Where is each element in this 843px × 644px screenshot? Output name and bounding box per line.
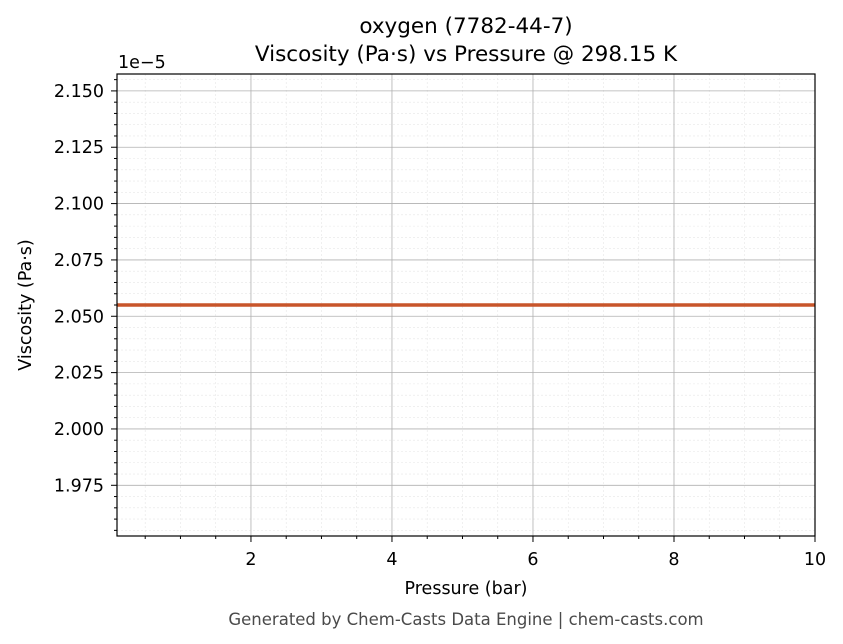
x-axis-label: Pressure (bar) — [405, 579, 528, 599]
y-tick-label: 2.125 — [54, 138, 104, 158]
x-tick-label: 4 — [386, 550, 397, 570]
x-tick-label: 2 — [245, 550, 256, 570]
x-tick-labels: 2 4 6 8 10 — [245, 550, 826, 570]
y-axis-label: Viscosity (Pa·s) — [16, 239, 36, 370]
y-tick-label: 2.100 — [54, 195, 104, 215]
axis-ticks — [111, 79, 816, 542]
y-tick-labels: 1.975 2.000 2.025 2.050 2.075 2.100 2.125 2.150 — [54, 82, 104, 496]
chart-title-line1: oxygen (7782-44-7) — [359, 14, 572, 39]
y-tick-label: 2.075 — [54, 251, 104, 271]
x-tick-label: 8 — [668, 550, 679, 570]
y-tick-label: 2.050 — [54, 307, 104, 327]
y-offset-label: 1e−5 — [118, 53, 166, 73]
y-tick-label: 2.150 — [54, 82, 104, 102]
y-tick-label: 2.025 — [54, 364, 104, 384]
x-tick-label: 6 — [527, 550, 538, 570]
y-tick-label: 2.000 — [54, 420, 104, 440]
footer-credit: Generated by Chem-Casts Data Engine | ch… — [228, 610, 703, 629]
minor-grid — [117, 74, 815, 536]
y-tick-label: 1.975 — [54, 476, 104, 496]
chart-title-line2: Viscosity (Pa·s) vs Pressure @ 298.15 K — [255, 42, 678, 67]
x-tick-label: 10 — [804, 550, 826, 570]
